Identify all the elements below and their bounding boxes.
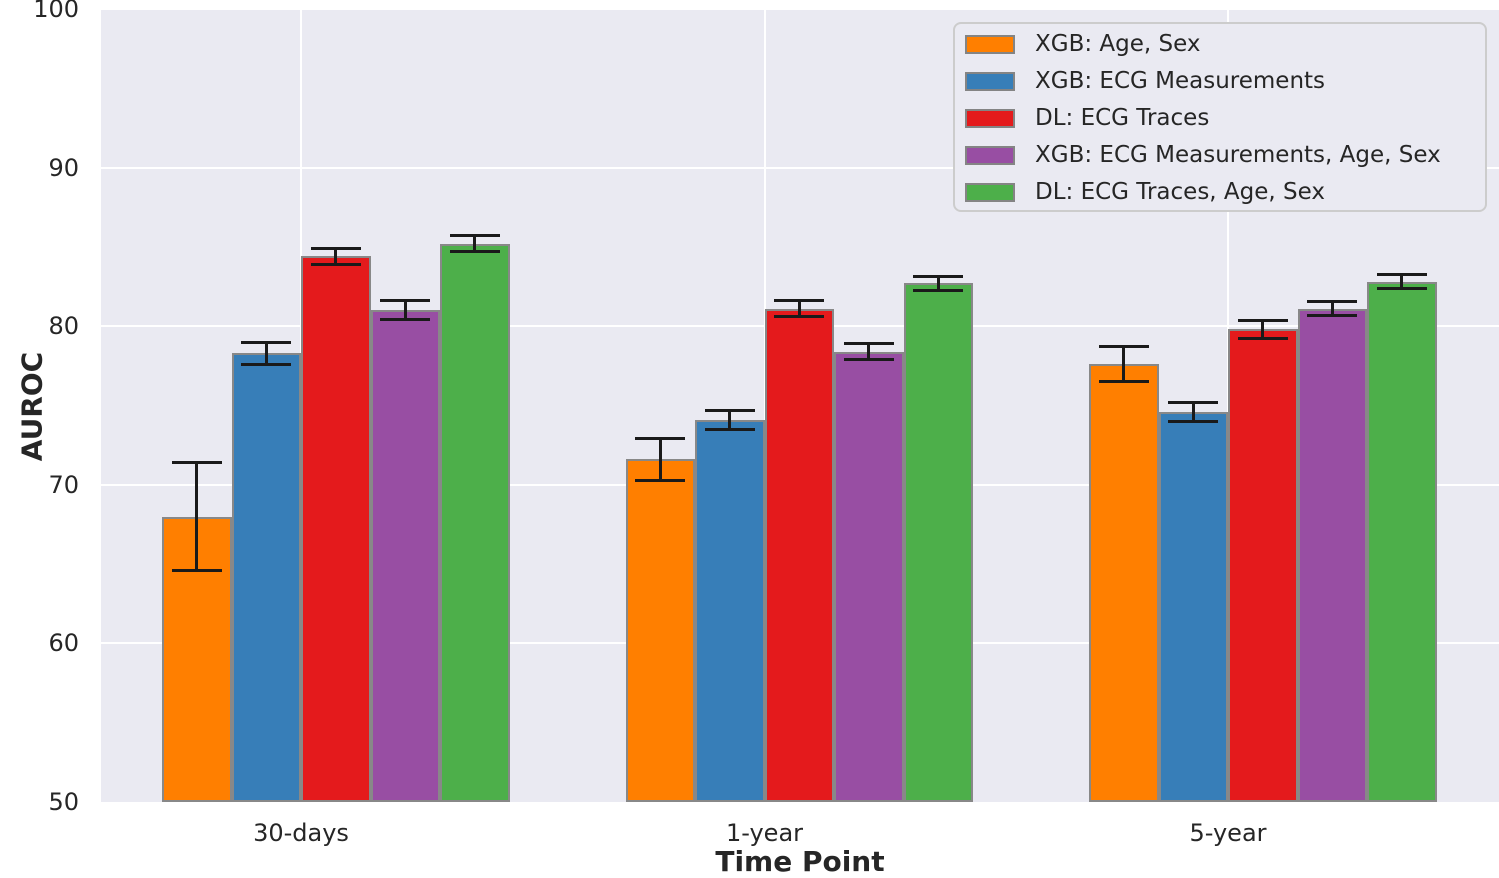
error-bar-cap xyxy=(843,342,894,346)
error-bar-cap xyxy=(774,315,825,319)
legend-swatch-icon xyxy=(965,71,1015,91)
bar xyxy=(695,419,765,802)
bar xyxy=(834,351,904,802)
error-bar-cap xyxy=(1168,419,1219,423)
error-bar-cap xyxy=(380,318,431,322)
x-tick-label: 30-days xyxy=(253,819,349,847)
legend-item: DL: ECG Traces, Age, Sex xyxy=(955,174,1485,211)
error-bar-cap xyxy=(241,362,292,366)
legend: XGB: Age, Sex XGB: ECG Measurements DL: EC… xyxy=(953,22,1487,212)
error-bar xyxy=(264,342,268,365)
bar xyxy=(440,243,510,802)
error-bar xyxy=(936,276,940,291)
error-bar xyxy=(1400,274,1404,289)
bar xyxy=(301,256,371,802)
bar xyxy=(764,308,834,802)
x-tick-label: 1-year xyxy=(725,819,804,847)
error-bar xyxy=(728,410,732,430)
error-bar xyxy=(1191,402,1195,422)
error-bar-cap xyxy=(1307,300,1358,304)
error-bar-cap xyxy=(843,358,894,361)
legend-swatch-icon xyxy=(965,108,1015,128)
error-bar-cap xyxy=(1098,345,1149,349)
bar xyxy=(1158,411,1228,802)
error-bar-cap xyxy=(310,246,361,250)
error-bar-cap xyxy=(171,461,222,465)
x-axis-label: Time Point xyxy=(715,845,885,878)
error-bar-cap xyxy=(635,437,686,441)
error-bar-cap xyxy=(1098,380,1149,384)
legend-item-label: XGB: ECG Measurements, Age, Sex xyxy=(1035,142,1441,168)
error-bar xyxy=(403,300,407,320)
error-bar-cap xyxy=(913,289,964,292)
bar xyxy=(231,353,301,802)
error-bar-cap xyxy=(913,274,964,278)
y-tick-label: 100 xyxy=(33,0,79,23)
error-bar xyxy=(473,235,477,252)
legend-item: XGB: ECG Measurements, Age, Sex xyxy=(955,137,1485,174)
gridline-horizontal xyxy=(101,166,1499,169)
gridline-horizontal xyxy=(101,8,1499,10)
bar xyxy=(1297,308,1367,802)
error-bar xyxy=(867,343,871,360)
legend-item-label: XGB: Age, Sex xyxy=(1035,31,1201,57)
error-bar xyxy=(1261,320,1265,339)
legend-item: XGB: Age, Sex xyxy=(955,26,1485,63)
y-tick-label: 90 xyxy=(48,153,79,182)
y-tick-label: 80 xyxy=(48,312,79,341)
legend-item-label: XGB: ECG Measurements xyxy=(1035,68,1326,94)
y-tick-label: 50 xyxy=(48,788,79,816)
legend-item: XGB: ECG Measurements xyxy=(955,63,1485,100)
error-bar-cap xyxy=(449,250,500,254)
error-bar xyxy=(1122,346,1126,382)
error-bar-cap xyxy=(1237,336,1288,340)
error-bar xyxy=(334,248,338,265)
error-bar-cap xyxy=(1168,400,1219,404)
error-bar-cap xyxy=(774,299,825,303)
error-bar xyxy=(195,462,199,571)
x-tick-label: 5-year xyxy=(1189,819,1267,847)
legend-swatch-icon xyxy=(965,34,1015,54)
legend-item: DL: ECG Traces xyxy=(955,100,1485,137)
bar xyxy=(1367,281,1437,802)
error-bar-cap xyxy=(635,478,686,482)
error-bar-cap xyxy=(704,408,755,412)
error-bar-cap xyxy=(241,340,292,344)
legend-swatch-icon xyxy=(965,145,1015,165)
legend-item-label: DL: ECG Traces xyxy=(1035,105,1210,131)
error-bar-cap xyxy=(1376,287,1427,291)
error-bar-cap xyxy=(310,262,361,266)
legend-swatch-icon xyxy=(965,182,1015,202)
error-bar xyxy=(797,300,801,317)
legend-item-label: DL: ECG Traces, Age, Sex xyxy=(1035,179,1325,205)
error-bar-cap xyxy=(449,234,500,238)
error-bar xyxy=(1330,301,1334,316)
error-bar-cap xyxy=(1307,314,1358,318)
y-axis-label: AUROC xyxy=(15,351,49,462)
error-bar-cap xyxy=(171,568,222,572)
bar xyxy=(370,310,440,802)
y-tick-label: 60 xyxy=(48,629,79,658)
error-bar-cap xyxy=(380,299,431,303)
bar xyxy=(1089,364,1159,802)
error-bar-cap xyxy=(1376,273,1427,277)
error-bar xyxy=(658,438,662,481)
bar xyxy=(903,283,973,802)
bar xyxy=(1228,329,1298,802)
error-bar-cap xyxy=(704,427,755,431)
error-bar-cap xyxy=(1237,319,1288,323)
bar xyxy=(625,459,695,802)
y-tick-label: 70 xyxy=(48,470,79,499)
